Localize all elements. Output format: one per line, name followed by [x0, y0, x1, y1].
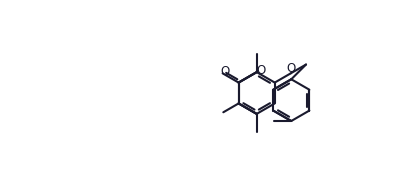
Text: O: O: [220, 65, 229, 78]
Text: O: O: [257, 64, 266, 77]
Text: O: O: [286, 62, 295, 75]
